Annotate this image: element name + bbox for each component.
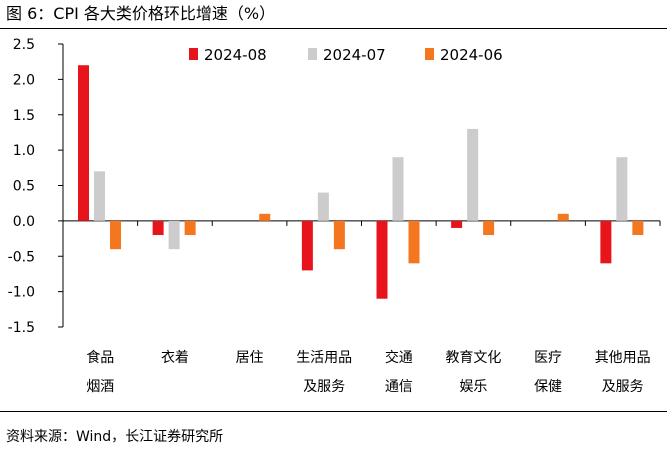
x-category-label: 烟酒 (86, 379, 114, 395)
x-category-label: 及服务 (303, 379, 345, 395)
x-category-label: 娱乐 (459, 379, 487, 395)
bar-2024-08 (301, 220, 313, 271)
bar-2024-07 (317, 192, 329, 221)
title-divider (0, 28, 667, 29)
bar-2024-06 (259, 213, 271, 221)
x-category-label: 保健 (534, 379, 562, 395)
x-category-label: 食品 (86, 349, 114, 366)
x-category-label: 生活用品 (296, 350, 352, 366)
y-tick-label: 0.0 (13, 214, 35, 230)
bar-2024-07 (392, 157, 404, 221)
bar-2024-08 (78, 65, 89, 221)
legend-label: 2024-06 (440, 46, 503, 64)
bar-2024-07 (94, 171, 105, 221)
legend-swatch-2024-07 (308, 48, 317, 60)
bar-2024-06 (483, 220, 495, 236)
source-divider (0, 411, 667, 412)
bar-2024-06 (557, 213, 569, 221)
bar-2024-08 (376, 220, 388, 299)
bar-series (78, 65, 644, 299)
x-category-label: 及服务 (602, 379, 644, 395)
y-tick-label: -0.5 (8, 249, 35, 265)
y-tick-label: -1.0 (8, 285, 35, 301)
bar-2024-07 (467, 128, 479, 221)
bar-2024-06 (110, 220, 121, 250)
x-category-label: 教育文化 (445, 350, 501, 366)
y-tick-label: 2.0 (13, 72, 35, 88)
legend-swatch-2024-08 (189, 48, 198, 60)
x-category-label: 交通 (385, 349, 413, 366)
x-category-label: 衣着 (161, 350, 189, 366)
x-category-label: 医疗 (534, 350, 562, 366)
x-category-label: 居住 (236, 350, 264, 366)
bar-2024-07 (616, 157, 628, 221)
bar-2024-08 (451, 220, 463, 228)
x-category-label: 通信 (385, 379, 413, 395)
x-axis (62, 220, 661, 226)
y-tick-label: -1.5 (8, 320, 35, 336)
bar-2024-08 (600, 220, 612, 264)
bar-2024-06 (632, 220, 644, 236)
y-tick-label: 1.0 (13, 143, 35, 159)
legend-swatch-2024-06 (425, 48, 434, 60)
y-tick-label: 0.5 (13, 179, 35, 195)
legend-label: 2024-07 (323, 46, 386, 64)
y-tick-label: 1.5 (13, 108, 35, 124)
figure-title: 图 6：CPI 各大类价格环比增速（%） (6, 4, 276, 23)
bar-2024-08 (152, 220, 164, 236)
chart-legend: 2024-08 2024-07 2024-06 (189, 46, 503, 64)
bar-2024-07 (168, 220, 180, 250)
bar-2024-06 (408, 220, 420, 264)
x-category-label: 其他用品 (595, 350, 651, 366)
bar-2024-06 (333, 220, 345, 250)
y-tick-label: 2.5 (13, 37, 35, 53)
legend-label: 2024-08 (204, 46, 267, 64)
source-note: 资料来源：Wind，长江证券研究所 (6, 429, 224, 445)
y-axis: 2.5 2.0 1.5 1.0 0.5 0.0 -0.5 -1.0 -1.5 (8, 37, 64, 336)
bar-2024-06 (184, 220, 196, 236)
